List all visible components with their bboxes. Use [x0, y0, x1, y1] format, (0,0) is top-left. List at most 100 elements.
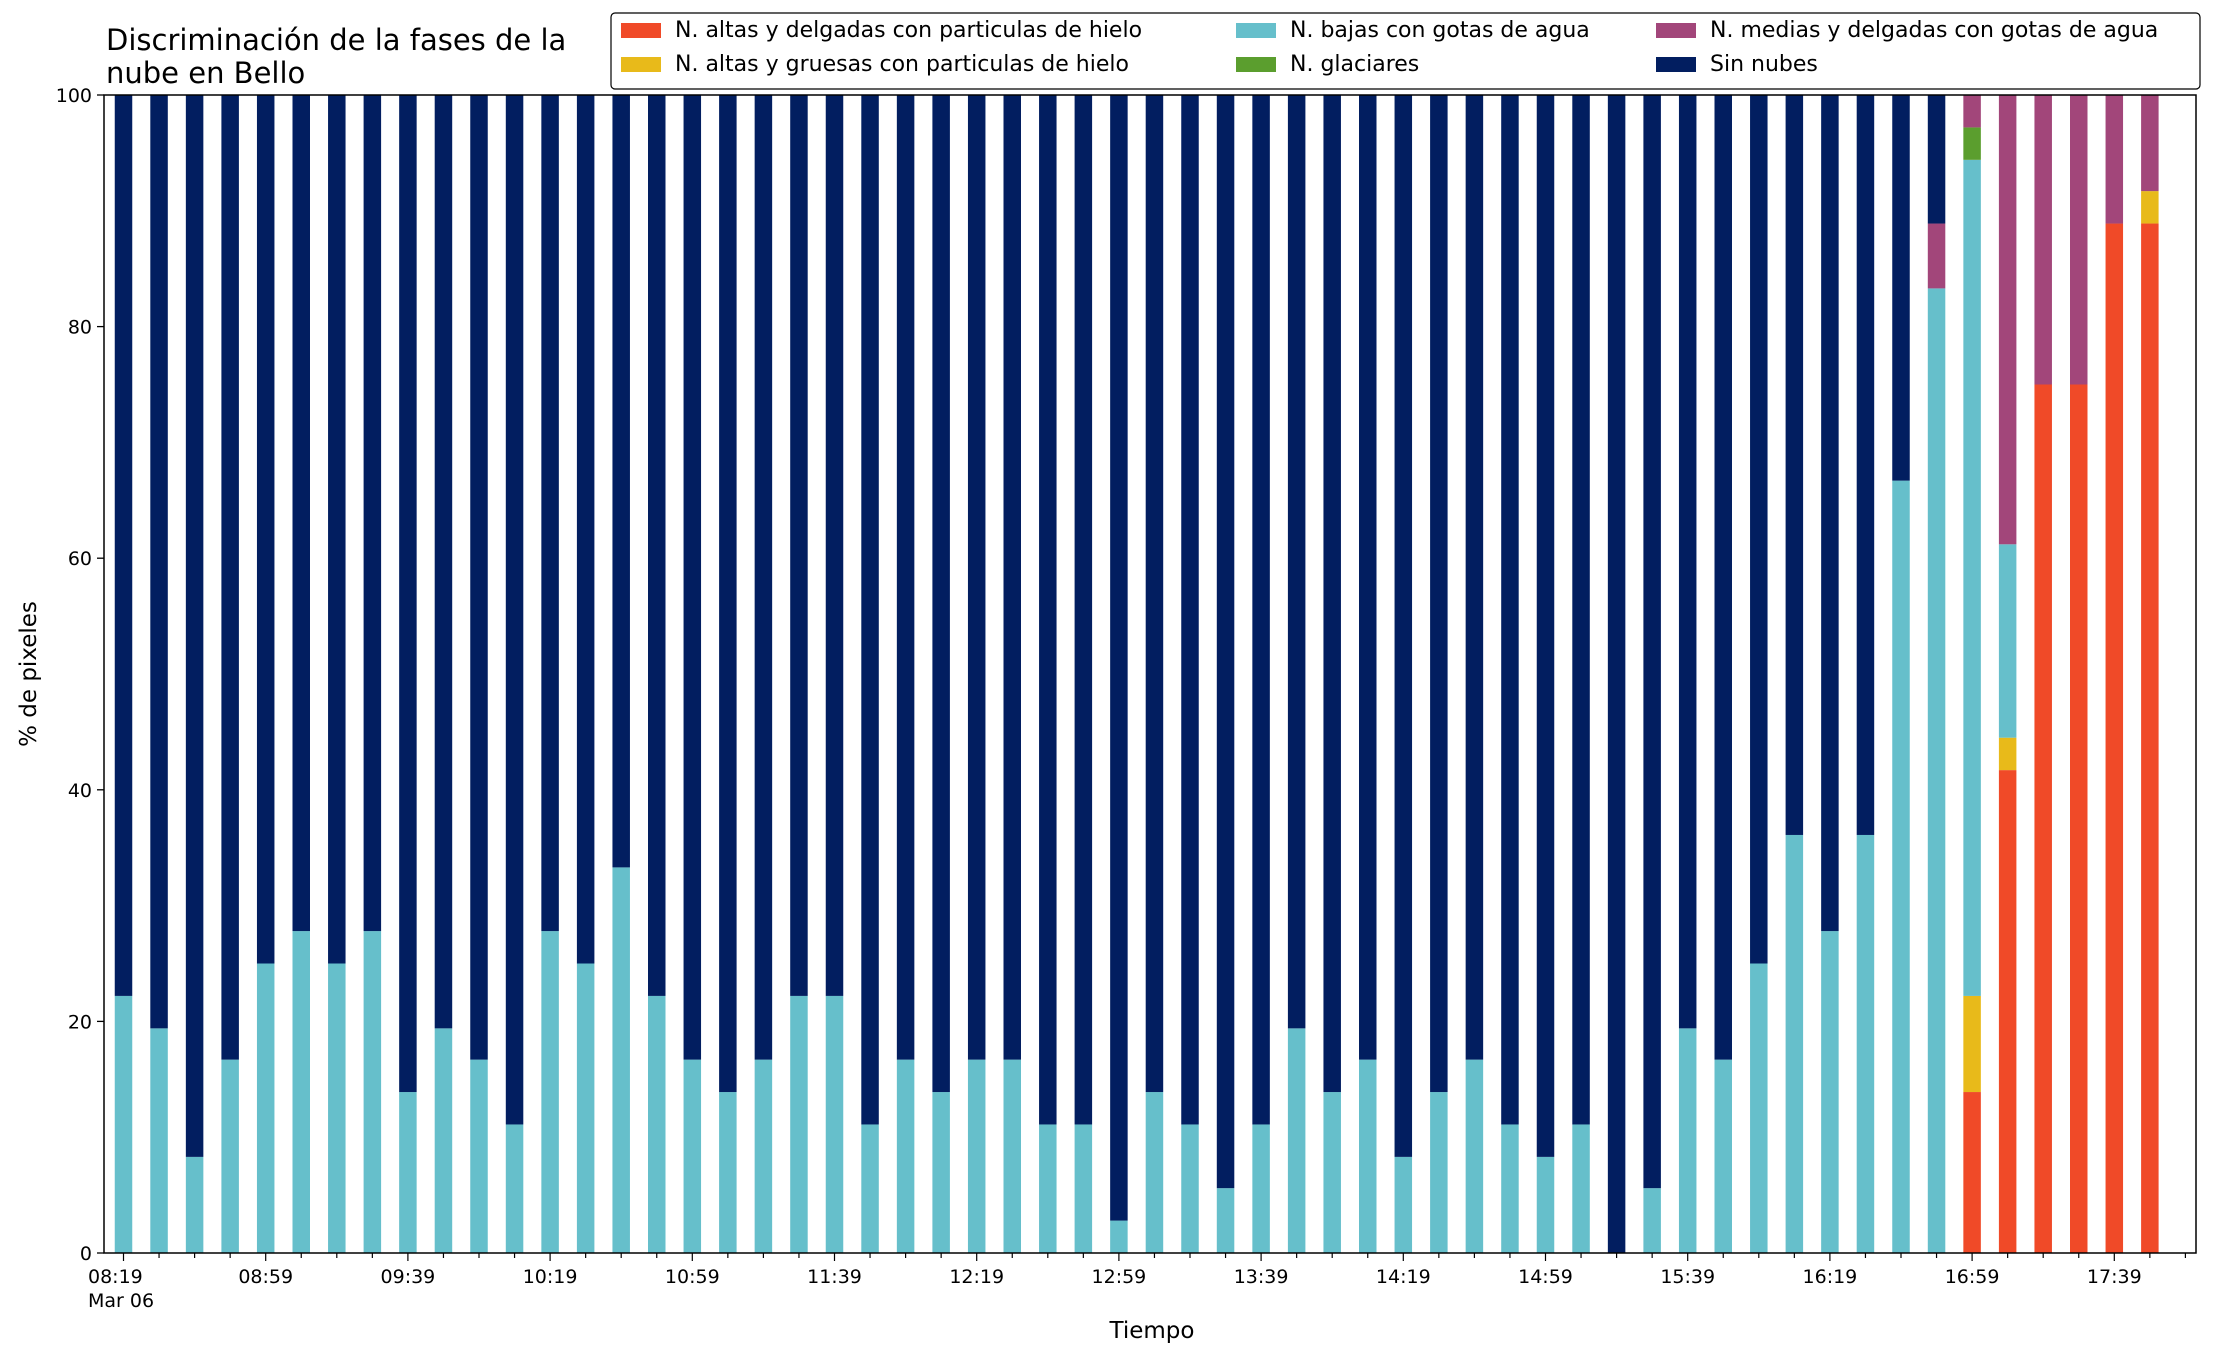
- y-tick-label: 60: [68, 548, 92, 570]
- bar-segment: [1821, 95, 1839, 932]
- bar-segment: [1643, 1188, 1661, 1253]
- legend-swatch: [621, 23, 661, 38]
- chart-title-line-1: Discriminación de la fases de la: [106, 23, 566, 57]
- bar-segment: [1963, 127, 1981, 160]
- y-axis-label: % de pixeles: [16, 601, 42, 747]
- bar-segment: [1536, 95, 1555, 1157]
- bar-segment: [648, 995, 666, 1253]
- bar-segment: [1927, 223, 1946, 289]
- bar-segment: [719, 95, 737, 1093]
- bar-segment: [1110, 1220, 1128, 1253]
- bar-segment: [363, 931, 382, 1253]
- legend-swatch: [1656, 23, 1696, 38]
- bar-segment: [932, 95, 950, 1093]
- bar-segment: [1465, 1059, 1484, 1253]
- bar-segment: [1501, 95, 1519, 1125]
- bar-segment: [1323, 95, 1341, 1093]
- legend-swatch: [1236, 23, 1276, 38]
- bar-segment: [292, 95, 310, 932]
- bar-segment: [1465, 95, 1484, 1060]
- bar-segment: [1856, 834, 1875, 1253]
- bar-segment: [1039, 1124, 1057, 1253]
- bar-segment: [1963, 95, 1981, 128]
- legend-frame: [610, 12, 2201, 90]
- y-tick-label: 0: [80, 1243, 92, 1265]
- chart-title-line-2: nube en Bello: [106, 56, 305, 90]
- bar-segment: [790, 995, 808, 1253]
- bar-segment: [1963, 995, 1981, 1093]
- x-tick-label: 12:59: [1092, 1266, 1147, 1288]
- bar-segment: [1430, 95, 1448, 1093]
- bar-segment: [612, 867, 630, 1253]
- y-tick-label: 20: [68, 1011, 92, 1033]
- x-tick-label: 17:39: [2087, 1266, 2142, 1288]
- bar-segment: [150, 1028, 168, 1253]
- bar-segment: [1998, 544, 2017, 738]
- bar-segment: [1287, 95, 1306, 1029]
- bar-segment: [1856, 95, 1875, 835]
- bar-segment: [719, 1092, 737, 1253]
- bars-layer: [114, 95, 2159, 1253]
- bar-segment: [2070, 95, 2088, 385]
- bar-segment: [1003, 95, 1021, 1060]
- bar-segment: [1572, 95, 1590, 1125]
- bar-segment: [1607, 95, 1626, 1253]
- bar-segment: [185, 1156, 204, 1253]
- x-tick-label: 12:19: [949, 1266, 1004, 1288]
- bar-segment: [861, 1124, 879, 1253]
- bar-segment: [1678, 1028, 1697, 1253]
- bar-segment: [1323, 1092, 1341, 1253]
- bar-segment: [470, 95, 488, 1060]
- y-axis: 0 20 40 60 80 100: [56, 85, 104, 1265]
- x-tick-label: 08:19: [88, 1266, 143, 1288]
- bar-segment: [1643, 95, 1661, 1189]
- bar-segment: [505, 95, 524, 1125]
- bar-segment: [292, 931, 310, 1253]
- bar-segment: [1252, 1124, 1270, 1253]
- legend-label: Sin nubes: [1710, 52, 1818, 77]
- bar-segment: [1430, 1092, 1448, 1253]
- bar-segment: [2034, 384, 2052, 1253]
- bar-segment: [1181, 1124, 1199, 1253]
- bar-segment: [967, 95, 986, 1060]
- bar-segment: [861, 95, 879, 1125]
- bar-segment: [1678, 95, 1697, 1029]
- bar-segment: [1892, 480, 1910, 1253]
- bar-segment: [612, 95, 630, 868]
- x-tick-label: 15:39: [1660, 1266, 1715, 1288]
- legend-swatch: [1656, 57, 1696, 72]
- bar-segment: [221, 95, 239, 1060]
- bar-segment: [1110, 95, 1128, 1221]
- bar-segment: [1181, 95, 1199, 1125]
- bar-segment: [1394, 1156, 1413, 1253]
- bar-segment: [1927, 95, 1946, 224]
- bar-segment: [150, 95, 168, 1029]
- bar-segment: [541, 95, 559, 932]
- bar-segment: [1785, 95, 1804, 835]
- bar-segment: [1998, 770, 2017, 1253]
- bar-segment: [1359, 95, 1377, 1060]
- y-tick-label: 40: [68, 780, 92, 802]
- bar-segment: [1821, 931, 1839, 1253]
- bar-segment: [1892, 95, 1910, 481]
- bar-segment: [790, 95, 808, 996]
- plot-frame: [103, 94, 2197, 1254]
- bar-segment: [1998, 737, 2017, 771]
- legend-swatch: [1236, 57, 1276, 72]
- bar-segment: [2034, 95, 2052, 385]
- bar-segment: [1003, 1059, 1021, 1253]
- legend-label: N. glaciares: [1290, 52, 1419, 77]
- bar-segment: [2070, 384, 2088, 1253]
- bar-segment: [683, 95, 702, 1060]
- bar-segment: [1714, 95, 1732, 1060]
- x-tick-label: 13:39: [1234, 1266, 1289, 1288]
- x-tick-label: 10:19: [523, 1266, 578, 1288]
- x-tick-label: 14:19: [1376, 1266, 1431, 1288]
- bar-segment: [434, 95, 453, 1029]
- bar-segment: [185, 95, 204, 1157]
- bar-segment: [256, 95, 275, 964]
- bar-segment: [825, 95, 844, 996]
- legend: N. altas y delgadas con particulas de hi…: [610, 12, 2201, 90]
- legend-label: N. altas y gruesas con particulas de hie…: [675, 52, 1129, 77]
